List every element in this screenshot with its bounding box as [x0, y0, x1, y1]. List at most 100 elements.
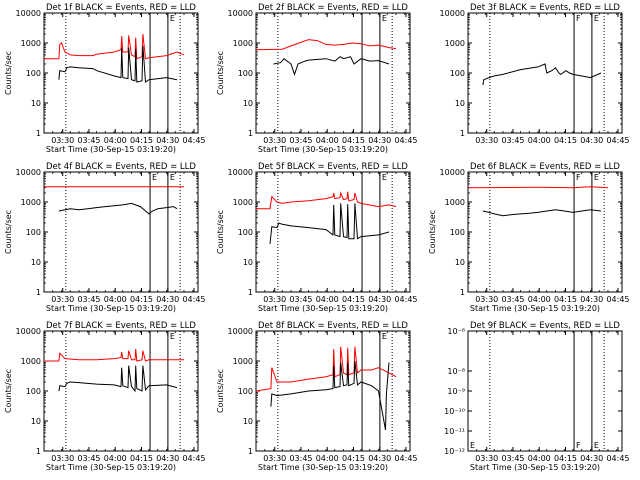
x-tick-label: 04:00: [316, 295, 339, 304]
y-tick-label: 10⁻⁹: [447, 387, 465, 396]
time-marker-label: F: [576, 441, 581, 450]
x-tick-label: 04:30: [156, 454, 179, 463]
y-axis-label: Counts/sec: [216, 210, 225, 254]
y-tick-label: 1000: [21, 39, 41, 48]
x-axis-label: Start Time (30-Sep-15 03:19:20): [258, 304, 388, 313]
y-axis-label: Counts/sec: [216, 51, 225, 95]
x-tick-label: 04:45: [182, 136, 205, 145]
y-tick-label: 1: [36, 288, 41, 297]
series-line: [255, 346, 397, 392]
panel-9: Det 9f BLACK = Events, RED = LLD 10⁻⁶ 10⁻⁸…: [444, 321, 629, 472]
time-marker-label: E: [170, 332, 175, 341]
series-line: [256, 191, 397, 210]
x-tick-label: 03:45: [289, 295, 312, 304]
x-axis-label: Start Time (30-Sep-15 03:19:20): [258, 145, 388, 154]
y-tick-label: 1000: [21, 198, 41, 207]
panel-7: Det 7f BLACK = Events, RED = LLD 1 10 100 10…: [4, 321, 206, 472]
y-axis-label: Counts/sec: [4, 369, 13, 413]
x-tick-label: 04:45: [606, 454, 629, 463]
y-tick-label: 1000: [233, 39, 253, 48]
panel-5: Det 5f BLACK = Events, RED = LLD 1 10 100 10…: [216, 162, 418, 313]
y-tick-label: 10000: [16, 327, 41, 336]
x-tick-label: 04:15: [554, 454, 577, 463]
x-tick-label: 04:15: [554, 295, 577, 304]
y-tick-label: 10000: [228, 9, 253, 18]
series-line: [44, 349, 184, 362]
y-tick-label: 10000: [228, 327, 253, 336]
x-tick-label: 04:45: [182, 295, 205, 304]
panel-title: Det 4f BLACK = Events, RED = LLD: [46, 162, 196, 172]
plot-frame: [43, 330, 199, 452]
x-tick-label: 03:45: [77, 454, 100, 463]
x-tick-label: 04:30: [368, 295, 391, 304]
y-tick-label: 10000: [440, 168, 465, 177]
y-tick-label: 10⁻¹⁰: [444, 407, 465, 416]
x-tick-label: 04:00: [316, 454, 339, 463]
x-axis-label: Start Time (30-Sep-15 03:19:20): [258, 463, 388, 472]
y-tick-label: 10: [31, 258, 41, 267]
panel-title: Det 3f BLACK = Events, RED = LLD: [470, 3, 620, 13]
x-tick-label: 03:30: [263, 295, 286, 304]
x-tick-label: 03:45: [77, 295, 100, 304]
x-tick-label: 03:45: [501, 295, 524, 304]
y-tick-label: 1: [460, 129, 465, 138]
y-tick-label: 10000: [16, 9, 41, 18]
x-axis-label: Start Time (30-Sep-15 03:19:20): [470, 304, 600, 313]
x-tick-label: 04:45: [394, 136, 417, 145]
y-tick-label: 1: [248, 447, 253, 456]
y-tick-label: 10000: [440, 9, 465, 18]
x-tick-label: 04:15: [554, 136, 577, 145]
y-tick-label: 10: [243, 258, 253, 267]
time-marker-label: E: [594, 14, 599, 23]
y-tick-label: 1: [36, 129, 41, 138]
x-tick-label: 04:00: [104, 454, 127, 463]
time-marker-label: E: [152, 173, 157, 182]
series-line: [58, 45, 178, 83]
time-marker-label: F: [576, 14, 581, 23]
y-tick-label: 1000: [445, 198, 465, 207]
x-tick-label: 04:45: [606, 295, 629, 304]
time-marker-label: E: [382, 173, 387, 182]
x-tick-label: 04:15: [342, 136, 365, 145]
x-tick-label: 04:00: [104, 136, 127, 145]
plot-frame: [255, 12, 411, 134]
x-tick-label: 04:00: [104, 295, 127, 304]
x-tick-label: 04:00: [528, 295, 551, 304]
x-tick-label: 03:45: [501, 136, 524, 145]
panel-title: Det 8f BLACK = Events, RED = LLD: [258, 321, 408, 331]
x-tick-label: 04:15: [342, 454, 365, 463]
x-axis-label: Start Time (30-Sep-15 03:19:20): [46, 463, 176, 472]
panel-8: Det 8f BLACK = Events, RED = LLD 1 10 100 10…: [216, 321, 418, 472]
x-tick-label: 03:45: [501, 454, 524, 463]
time-marker-label: E: [382, 332, 387, 341]
series-line: [270, 360, 390, 431]
plot-frame: [43, 171, 199, 293]
y-tick-label: 1000: [21, 357, 41, 366]
panel-3: Det 3f BLACK = Events, RED = LLD 1 10 100 10…: [440, 3, 630, 145]
time-marker-label: E: [382, 14, 387, 23]
series-line: [44, 33, 185, 60]
x-tick-label: 03:45: [77, 136, 100, 145]
x-tick-label: 04:00: [528, 136, 551, 145]
y-axis-label: Counts/sec: [4, 51, 13, 95]
x-tick-label: 03:45: [289, 136, 312, 145]
y-tick-label: 10⁻⁸: [447, 367, 465, 376]
y-tick-label: 10000: [228, 168, 253, 177]
y-tick-label: 1000: [445, 39, 465, 48]
time-marker-label: E: [594, 441, 599, 450]
x-tick-label: 04:30: [580, 295, 603, 304]
y-tick-label: 100: [26, 69, 41, 78]
panel-title: Det 6f BLACK = Events, RED = LLD: [470, 162, 620, 172]
x-tick-label: 03:30: [475, 295, 498, 304]
plot-frame: [467, 12, 623, 134]
plot-frame: [467, 171, 623, 293]
y-tick-label: 10: [455, 258, 465, 267]
panel-title: Det 1f BLACK = Events, RED = LLD: [46, 3, 196, 13]
y-tick-label: 100: [238, 387, 253, 396]
y-tick-label: 1: [248, 288, 253, 297]
panel-title: Det 5f BLACK = Events, RED = LLD: [258, 162, 408, 172]
y-tick-label: 10: [31, 99, 41, 108]
series-line: [58, 202, 178, 215]
x-axis-label: Start Time (30-Sep-15 03:19:20): [46, 145, 176, 154]
y-tick-label: 100: [238, 228, 253, 237]
